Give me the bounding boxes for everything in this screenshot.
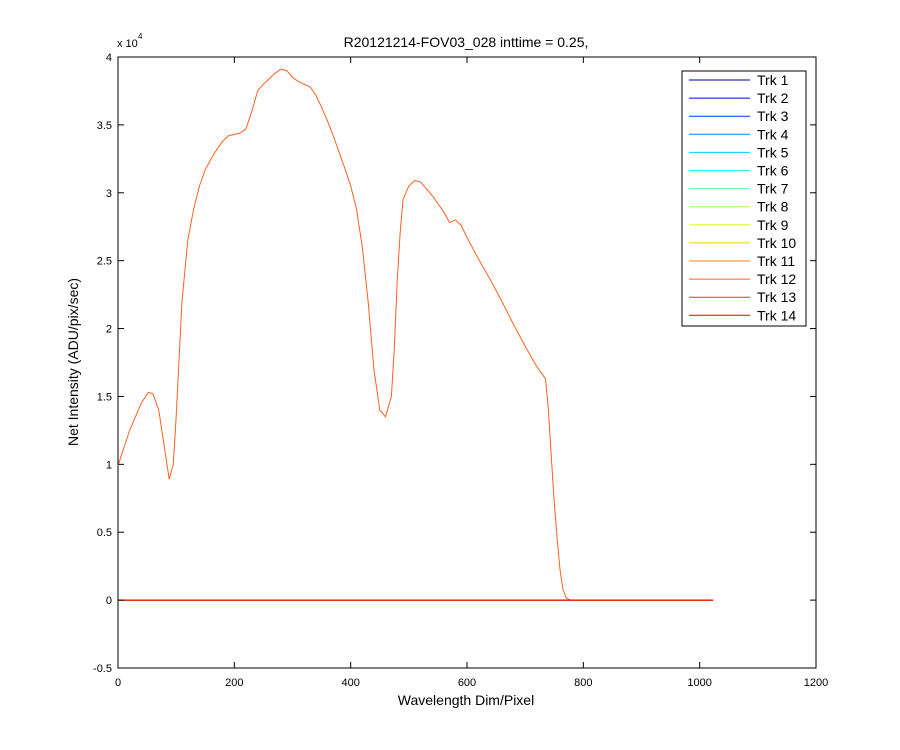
x-tick-label: 600	[458, 677, 476, 689]
y-tick-label: -0.5	[93, 663, 112, 675]
x-tick-label: 200	[225, 677, 243, 689]
y-multiplier-exponent: 4	[138, 32, 143, 41]
x-tick-label: 800	[574, 677, 592, 689]
legend-label-trk-14: Trk 14	[757, 307, 796, 323]
legend-label-trk-2: Trk 2	[757, 90, 789, 106]
y-tick-label: 3	[106, 188, 112, 200]
legend-label-trk-3: Trk 3	[757, 108, 789, 124]
y-tick-label: 2	[106, 324, 112, 336]
legend-label-trk-12: Trk 12	[757, 271, 796, 287]
y-tick-label: 1	[106, 459, 112, 471]
x-tick-label: 400	[341, 677, 359, 689]
legend-label-trk-4: Trk 4	[757, 126, 789, 142]
legend-label-trk-7: Trk 7	[757, 181, 789, 197]
ticks-layer: 0 200 400 600 800 1000 1200-0.500.511.522.533.…	[93, 52, 828, 689]
x-tick-label: 1000	[687, 677, 711, 689]
y-tick-label: 4	[106, 52, 112, 64]
chart-title: R20121214-FOV03_028 inttime = 0.25,	[344, 34, 589, 50]
x-tick-label: 0	[115, 677, 121, 689]
series-line-trk-12	[117, 68, 714, 601]
data-layer	[117, 68, 714, 601]
legend: Trk 1 Trk 2 Trk 3 Trk 4 Trk 5 Trk 6 Trk 7 Trk 8…	[681, 70, 807, 327]
legend-label-trk-6: Trk 6	[757, 163, 789, 179]
legend-box	[681, 70, 807, 327]
legend-label-trk-5: Trk 5	[757, 144, 789, 160]
legend-label-trk-10: Trk 10	[757, 235, 796, 251]
legend-label-trk-8: Trk 8	[757, 199, 789, 215]
y-tick-label: 0.5	[97, 527, 112, 539]
y-tick-label: 1.5	[97, 391, 112, 403]
y-tick-label: 3.5	[97, 120, 112, 132]
x-tick-label: 1200	[804, 677, 828, 689]
y-axis-label: Net Intensity (ADU/pix/sec)	[65, 278, 81, 446]
legend-label-trk-11: Trk 11	[757, 253, 795, 269]
x-axis-label: Wavelength Dim/Pixel	[398, 692, 534, 708]
legend-label-trk-9: Trk 9	[757, 217, 789, 233]
y-tick-label: 2.5	[97, 256, 112, 268]
y-multiplier-label: x 10	[117, 38, 138, 50]
legend-label-trk-13: Trk 13	[757, 289, 796, 305]
legend-label-trk-1: Trk 1	[757, 72, 789, 88]
y-tick-label: 0	[106, 595, 112, 607]
